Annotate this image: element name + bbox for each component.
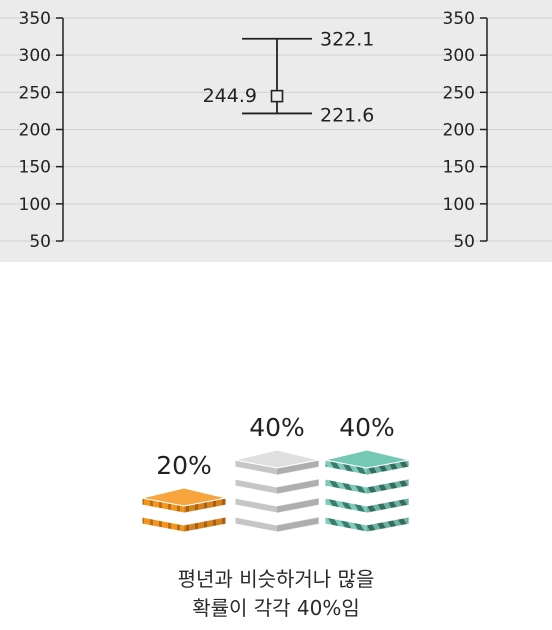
block-top <box>324 449 410 469</box>
percent-label-1: 20% <box>156 451 212 480</box>
left-axis-tick-label: 50 <box>29 232 51 252</box>
left-axis-tick-label: 250 <box>19 83 51 103</box>
percent-label-2: 40% <box>249 413 305 442</box>
probability-blocks: 20% 40% 40% <box>141 413 410 533</box>
block-top <box>141 487 227 507</box>
block-stack-2 <box>234 449 320 533</box>
right-axis-tick-label: 350 <box>443 9 475 29</box>
right-axis-tick-label: 200 <box>443 121 475 141</box>
caption-line-1: 평년과 비슷하거나 많을 <box>177 567 375 591</box>
block-layer <box>141 516 227 533</box>
high-value-label: 322.1 <box>320 29 374 51</box>
block-top <box>234 449 320 469</box>
caption: 평년과 비슷하거나 많을 확률이 각각 40%임 <box>0 565 552 623</box>
block-layer-shade <box>277 479 319 494</box>
right-axis-tick-label: 250 <box>443 83 475 103</box>
chart-panel: 50 100 150 200 250 300 350 50 100 150 200 250 300 350… <box>0 0 552 262</box>
right-axis-tick-label: 100 <box>443 195 475 215</box>
percent-label-3: 40% <box>339 413 395 442</box>
block-layer-shade <box>184 498 226 513</box>
left-axis-tick-label: 350 <box>19 9 51 29</box>
block-layer-shade <box>367 517 409 532</box>
right-axis-tick-label: 50 <box>453 232 475 252</box>
block-layer-shade <box>277 517 319 532</box>
left-axis-tick-label: 300 <box>19 46 51 66</box>
caption-line-2: 확률이 각각 40%임 <box>192 596 360 620</box>
block-layer-shade <box>184 517 226 532</box>
right-axis-tick-label: 300 <box>443 46 475 66</box>
left-axis-tick-label: 200 <box>19 121 51 141</box>
block-stack-1 <box>141 487 227 533</box>
block-layer-shade <box>367 498 409 513</box>
left-axis-tick-label: 150 <box>19 158 51 178</box>
left-axis-tick-label: 100 <box>19 195 51 215</box>
block-layer <box>324 478 410 495</box>
errorbar-chart: 50 100 150 200 250 300 350 50 100 150 200 250 300 350… <box>0 0 552 262</box>
block-layer-shade <box>367 479 409 494</box>
plot-background <box>0 0 552 262</box>
block-layer <box>234 516 320 533</box>
block-layer <box>234 497 320 514</box>
low-value-label: 221.6 <box>320 104 374 126</box>
point-value-label: 244.9 <box>203 85 257 107</box>
block-layer-shade <box>277 498 319 513</box>
block-layer-shade <box>367 460 409 475</box>
block-layer <box>324 516 410 533</box>
block-layer-shade <box>277 460 319 475</box>
right-axis-tick-label: 150 <box>443 158 475 178</box>
block-stack-3 <box>324 449 410 533</box>
block-layer <box>234 478 320 495</box>
errorbar-point-marker <box>270 89 284 103</box>
block-layer <box>324 497 410 514</box>
